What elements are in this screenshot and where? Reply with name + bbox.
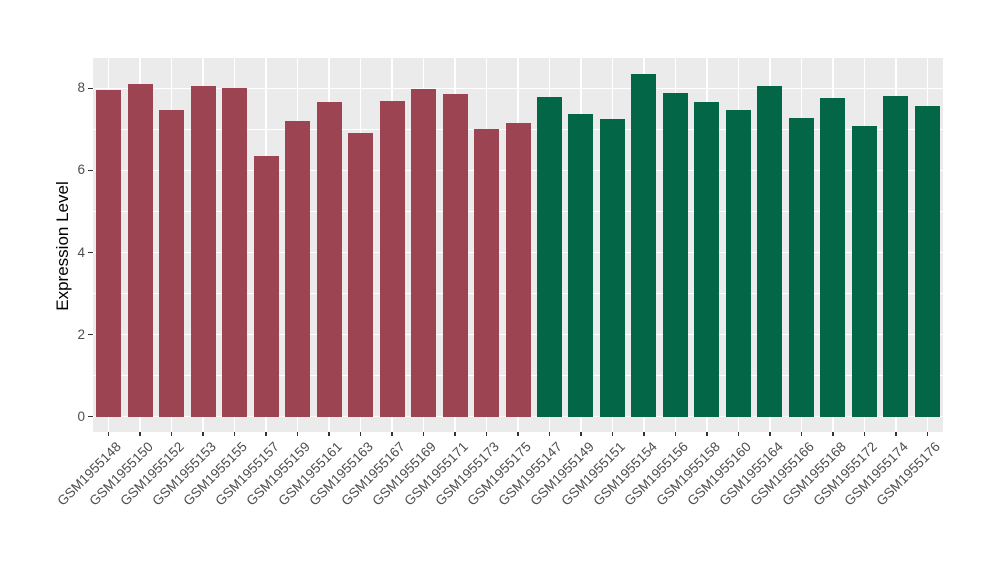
x-tick-mark (265, 432, 267, 436)
bar-GSM1955161 (316, 101, 342, 417)
x-tick-mark (233, 432, 236, 436)
x-tick-mark (170, 432, 173, 436)
y-tick-label: 2 (77, 326, 85, 342)
x-tick-mark (139, 432, 141, 436)
bar-GSM1955158 (694, 101, 720, 417)
y-tick-label: 8 (77, 80, 85, 96)
bar-GSM1955149 (568, 114, 594, 417)
bar-GSM1955157 (253, 156, 279, 417)
x-tick-mark (895, 432, 897, 436)
y-tick-label: 0 (77, 408, 85, 424)
bar-GSM1955148 (96, 89, 122, 417)
bar-GSM1955152 (159, 110, 185, 417)
x-tick-mark (926, 432, 928, 436)
x-tick-mark (706, 432, 708, 436)
bar-GSM1955168 (820, 98, 846, 417)
bar-GSM1955147 (536, 96, 562, 417)
bar-GSM1955156 (662, 93, 688, 417)
bar-GSM1955150 (127, 83, 153, 417)
x-tick-mark (737, 432, 740, 436)
bar-GSM1955160 (725, 109, 751, 417)
bar-GSM1955151 (599, 119, 625, 417)
y-tick-mark (88, 333, 93, 336)
x-tick-mark (202, 432, 204, 436)
bar-GSM1955163 (348, 133, 374, 417)
x-tick-mark (832, 432, 834, 436)
bar-GSM1955174 (883, 96, 909, 417)
bar-GSM1955166 (788, 117, 814, 417)
bar-GSM1955169 (411, 89, 437, 417)
bar-GSM1955172 (851, 126, 877, 417)
plot-panel (93, 58, 943, 432)
x-tick-mark (674, 432, 677, 436)
bar-GSM1955164 (757, 85, 783, 417)
x-tick-mark (580, 432, 582, 436)
bar-GSM1955154 (631, 73, 657, 417)
x-tick-mark (422, 432, 425, 436)
x-tick-mark (769, 432, 771, 436)
bar-GSM1955173 (474, 129, 500, 417)
x-tick-mark (107, 432, 110, 436)
y-tick-mark (88, 251, 93, 254)
y-tick-mark (88, 87, 93, 90)
y-tick-mark (88, 415, 93, 418)
y-tick-label: 6 (77, 162, 85, 178)
x-tick-mark (863, 432, 866, 436)
y-tick-mark (88, 169, 93, 172)
x-tick-mark (643, 432, 645, 436)
x-tick-mark (328, 432, 330, 436)
x-tick-mark (454, 432, 456, 436)
bar-GSM1955175 (505, 123, 531, 417)
y-tick-label: 4 (77, 244, 85, 260)
x-tick-mark (611, 432, 614, 436)
bar-GSM1955153 (190, 85, 216, 417)
x-tick-mark (359, 432, 362, 436)
bar-GSM1955176 (914, 105, 940, 417)
x-tick-mark (548, 432, 551, 436)
x-tick-mark (391, 432, 393, 436)
x-tick-mark (517, 432, 519, 436)
bar-GSM1955171 (442, 94, 468, 417)
bar-GSM1955155 (222, 87, 248, 417)
x-tick-mark (296, 432, 299, 436)
x-tick-mark (485, 432, 488, 436)
bar-GSM1955159 (285, 121, 311, 417)
bar-GSM1955167 (379, 101, 405, 417)
x-tick-mark (800, 432, 803, 436)
